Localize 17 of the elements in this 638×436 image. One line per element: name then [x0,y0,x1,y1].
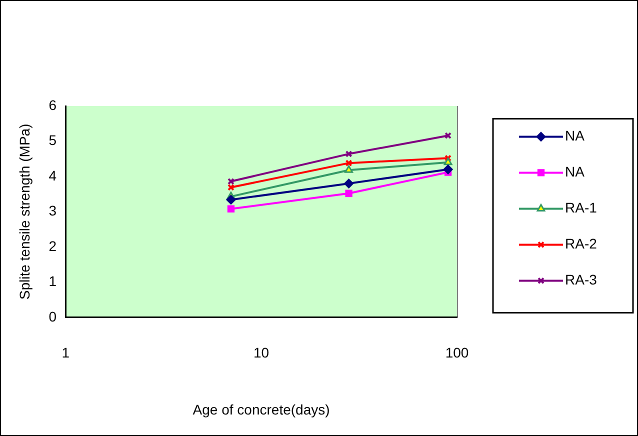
y-tick-label: 6 [48,96,57,113]
y-axis-title: Splite tensile strength (MPa) [16,124,32,300]
y-tick-label: 3 [48,202,57,219]
y-tick-label: 0 [48,308,57,324]
legend-label: RA-2 [565,236,598,252]
x-tick-label: 100 [445,344,469,361]
legend-label: RA-3 [565,272,598,288]
legend-label: NA [565,128,586,144]
x-tick-label: 1 [62,344,70,361]
y-tick-label: 5 [48,132,57,148]
legend-label: RA-1 [565,200,598,216]
x-axis-title: Age of concrete(days) [192,401,330,418]
legend-label: NA [565,164,586,180]
y-tick-label: 4 [48,167,57,184]
x-tick-label: 10 [254,344,270,361]
y-tick-label: 2 [48,238,57,254]
y-tick-label: 1 [48,273,57,290]
